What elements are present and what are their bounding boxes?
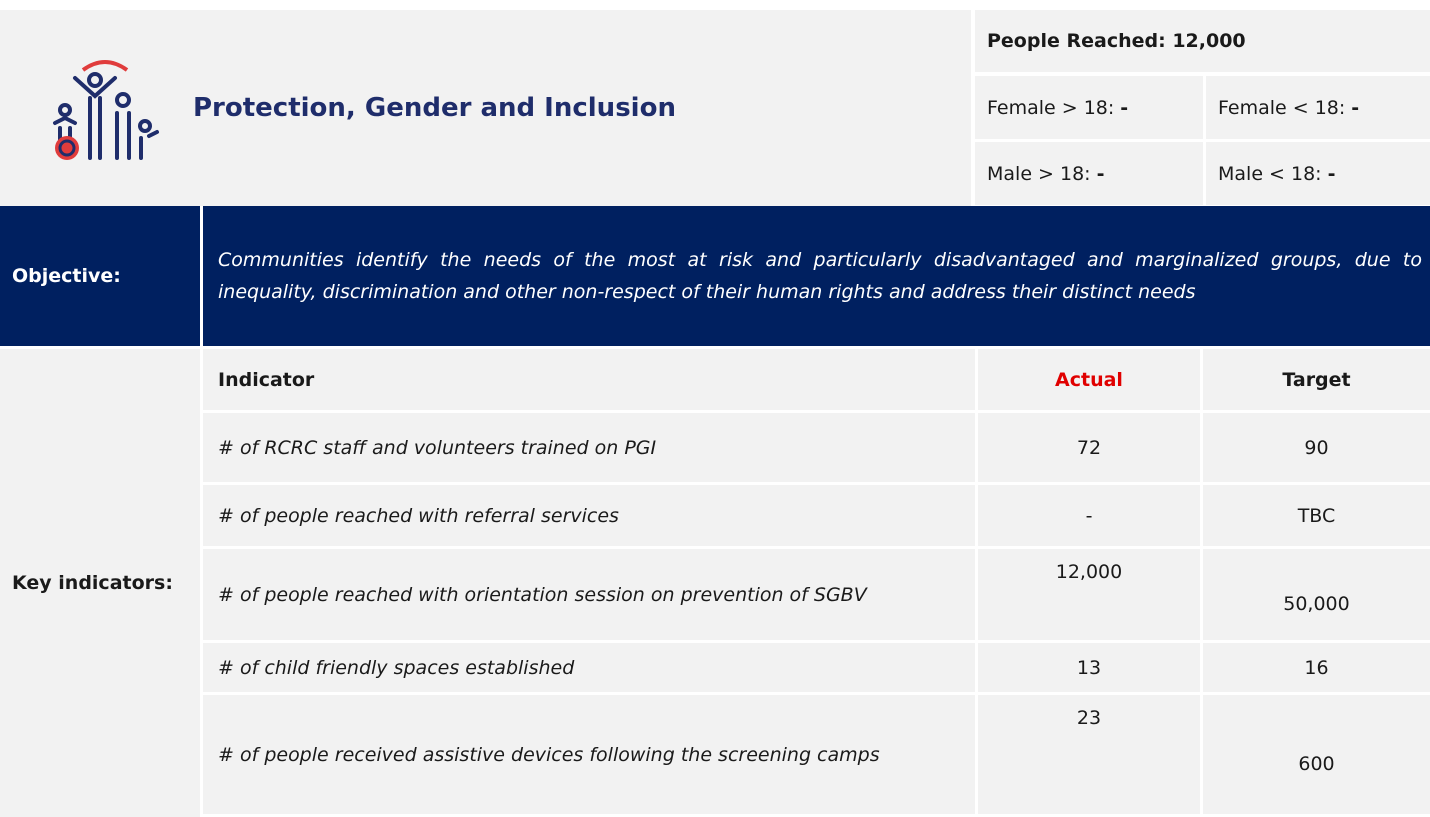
target-value: 90 [1203, 413, 1430, 482]
breakdown-cell: Female > 18: - [975, 76, 1203, 139]
indicators-label: Key indicators: [0, 349, 200, 817]
actual-value: 72 [978, 413, 1200, 482]
people-reached-value: 12,000 [1172, 30, 1246, 52]
breakdown-cell: Male < 18: - [1206, 142, 1430, 205]
breakdown-cell: Female < 18: - [1206, 76, 1430, 139]
people-reached-label: People Reached: [987, 30, 1166, 52]
breakdown-label: Female > 18: [987, 96, 1115, 119]
actual-value: 23 [978, 695, 1200, 814]
header-panel: Protection, Gender and Inclusion [0, 10, 971, 206]
indicator-name: # of people received assistive devices f… [203, 695, 975, 814]
section-title: Protection, Gender and Inclusion [193, 93, 676, 123]
target-value: 50,000 [1203, 549, 1430, 640]
people-reached: People Reached: 12,000 [975, 10, 1430, 72]
breakdown-value: - [1096, 162, 1105, 185]
breakdown-value: - [1327, 162, 1336, 185]
indicator-name: # of child friendly spaces established [203, 643, 975, 692]
indicator-name: # of RCRC staff and volunteers trained o… [203, 413, 975, 482]
column-header: Actual [978, 349, 1200, 410]
target-value: 16 [1203, 643, 1430, 692]
breakdown-value: - [1351, 96, 1360, 119]
breakdown-label: Male < 18: [1218, 162, 1322, 185]
breakdown-cell: Male > 18: - [975, 142, 1203, 205]
breakdown-label: Male > 18: [987, 162, 1091, 185]
target-value: TBC [1203, 485, 1430, 546]
column-header: Indicator [203, 349, 975, 410]
indicator-name: # of people reached with referral servic… [203, 485, 975, 546]
pgi-icon [53, 60, 159, 160]
actual-value: 13 [978, 643, 1200, 692]
actual-value: - [978, 485, 1200, 546]
breakdown-label: Female < 18: [1218, 96, 1346, 119]
indicator-name: # of people reached with orientation ses… [203, 549, 975, 640]
breakdown-value: - [1120, 96, 1129, 119]
actual-value: 12,000 [978, 549, 1200, 640]
target-value: 600 [1203, 695, 1430, 814]
column-header: Target [1203, 349, 1430, 410]
objective-text: Communities identify the needs of the mo… [203, 206, 1430, 346]
objective-label: Objective: [0, 206, 200, 346]
